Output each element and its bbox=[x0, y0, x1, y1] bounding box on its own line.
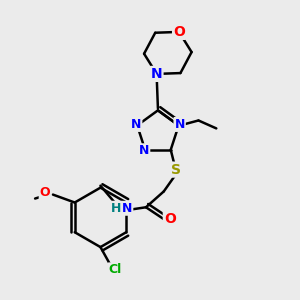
Text: O: O bbox=[173, 25, 185, 39]
Text: N: N bbox=[139, 144, 149, 157]
Text: N: N bbox=[151, 67, 163, 81]
Text: O: O bbox=[164, 212, 176, 226]
Text: N: N bbox=[175, 118, 185, 131]
Text: S: S bbox=[171, 163, 181, 177]
Text: H: H bbox=[111, 202, 122, 215]
Text: Cl: Cl bbox=[109, 263, 122, 276]
Text: O: O bbox=[40, 186, 50, 199]
Text: N: N bbox=[122, 202, 132, 215]
Text: N: N bbox=[131, 118, 141, 131]
